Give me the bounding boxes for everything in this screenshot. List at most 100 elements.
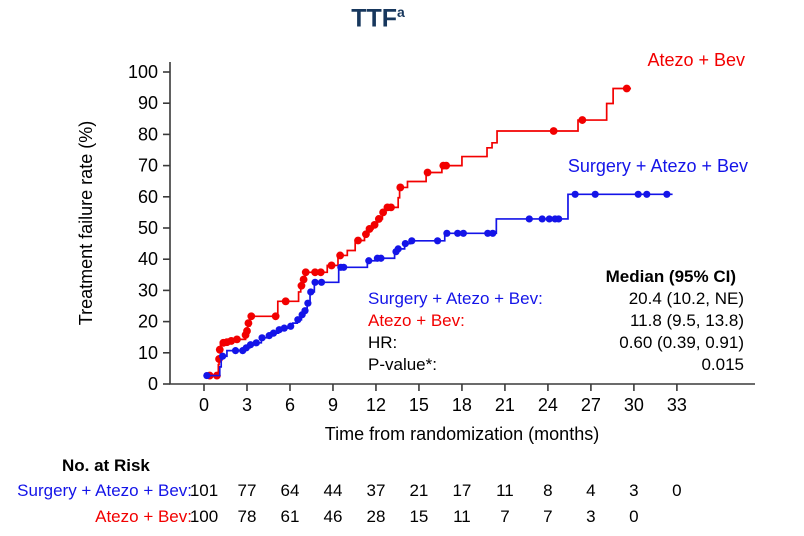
y-axis-title: Treatment failure rate (%) <box>76 121 96 325</box>
y-tick-label: 80 <box>138 124 158 144</box>
censor-dot <box>663 190 671 198</box>
x-tick-label: 24 <box>538 395 558 415</box>
x-axis-title: Time from randomization (months) <box>325 424 599 444</box>
stats-value: 20.4 (10.2, NE) <box>628 289 744 308</box>
x-tick-label: 3 <box>242 395 252 415</box>
censor-dot <box>243 327 251 335</box>
censor-dot <box>311 278 319 286</box>
censor-dot <box>643 190 651 198</box>
risk-count: 28 <box>366 507 386 526</box>
censor-dot <box>489 229 497 237</box>
risk-count: 46 <box>323 507 343 526</box>
x-tick-label: 18 <box>452 395 472 415</box>
censor-dot <box>387 203 395 212</box>
stats-label: Surgery + Atezo + Bev: <box>368 289 543 308</box>
x-tick-label: 0 <box>199 395 209 415</box>
stats-row-pvalue: P-value*: 0.015 <box>368 354 744 376</box>
stats-row-surgery-median: Surgery + Atezo + Bev: 20.4 (10.2, NE) <box>368 288 744 310</box>
stats-label: Atezo + Bev: <box>368 311 465 330</box>
censor-dot <box>442 161 451 170</box>
risk-count: 101 <box>189 481 219 500</box>
risk-count: 100 <box>189 507 219 526</box>
risk-count: 3 <box>629 481 639 500</box>
legend-surgery-atezo-bev: Surgery + Atezo + Bev <box>567 156 748 176</box>
risk-row-label: Surgery + Atezo + Bev: <box>17 481 192 500</box>
stats-value: 0.015 <box>701 355 744 374</box>
censor-dot <box>340 263 348 271</box>
risk-row-label: Atezo + Bev: <box>95 507 192 526</box>
censor-dot <box>271 312 280 321</box>
censor-dot <box>280 324 288 332</box>
censor-dot <box>327 261 336 270</box>
x-tick-label: 9 <box>328 395 338 415</box>
censor-dot <box>294 316 302 324</box>
stats-value: 11.8 (9.5, 13.8) <box>629 311 744 330</box>
y-tick-label: 30 <box>138 280 158 300</box>
risk-count: 7 <box>500 507 510 526</box>
risk-count: 37 <box>366 481 386 500</box>
censor-dot <box>454 229 462 237</box>
censor-dot <box>287 322 295 330</box>
censor-dot <box>401 240 409 248</box>
x-tick-label: 27 <box>581 395 601 415</box>
censor-dot <box>365 257 373 265</box>
risk-count: 0 <box>629 507 639 526</box>
censor-dot <box>215 345 224 354</box>
censor-dot <box>374 215 383 223</box>
legend-atezo-bev: Atezo + Bev <box>647 50 745 70</box>
censor-dot <box>247 312 256 321</box>
censor-dot <box>354 236 362 245</box>
y-tick-label: 20 <box>138 312 158 332</box>
censor-dot <box>299 275 308 284</box>
risk-count: 8 <box>543 481 553 500</box>
censor-dot <box>231 347 240 355</box>
stats-value: 0.60 (0.39, 0.91) <box>619 333 744 352</box>
censor-dot <box>307 288 315 296</box>
censor-dot <box>336 251 345 260</box>
censor-dot <box>316 268 325 277</box>
censor-dot <box>549 127 558 135</box>
censor-dot <box>301 307 309 315</box>
risk-count: 3 <box>586 507 596 526</box>
x-tick-label: 12 <box>366 395 386 415</box>
censor-dot <box>244 319 253 328</box>
stats-header: Median (95% CI) <box>605 267 736 286</box>
stats-label: HR: <box>368 333 398 352</box>
risk-row-surgery-atezo-bev: Surgery + Atezo + Bev: 101 77 64 44 37 21 17 11… <box>0 481 804 501</box>
risk-count: 77 <box>237 481 257 500</box>
x-tick-label: 6 <box>285 395 295 415</box>
y-tick-label: 0 <box>148 374 158 394</box>
censor-dot <box>408 237 416 245</box>
censor-dot <box>258 334 266 342</box>
censor-dot <box>370 220 379 229</box>
y-tick-label: 90 <box>138 93 158 113</box>
censor-dot <box>396 183 405 192</box>
risk-table-title: No. at Risk <box>62 456 150 475</box>
risk-count: 78 <box>237 507 257 526</box>
chart-title-text: TTF <box>351 4 398 33</box>
censor-dot <box>394 245 402 253</box>
chart-title: TTFa <box>0 4 756 33</box>
y-tick-label: 40 <box>138 249 158 269</box>
risk-count: 7 <box>543 507 553 526</box>
censor-dot <box>459 229 467 237</box>
censor-dot <box>571 190 579 198</box>
y-tick-label: 70 <box>138 156 158 176</box>
risk-count: 15 <box>409 507 429 526</box>
censor-dot <box>525 215 533 223</box>
censor-dot <box>203 371 211 380</box>
stats-row-hr: HR: 0.60 (0.39, 0.91) <box>368 332 744 354</box>
stats-row-atezo-median: Atezo + Bev: 11.8 (9.5, 13.8) <box>368 310 744 332</box>
risk-count: 44 <box>323 481 343 500</box>
censor-dot <box>219 352 227 360</box>
risk-count: 21 <box>409 481 429 500</box>
censor-dot <box>246 341 255 349</box>
censor-dot <box>484 229 492 237</box>
risk-count: 0 <box>672 481 682 500</box>
risk-count: 17 <box>452 481 472 500</box>
censor-dot <box>301 268 310 277</box>
risk-row-atezo-bev: Atezo + Bev: 100 78 61 46 28 15 11 7 7 3 0 <box>0 507 804 527</box>
censor-dot <box>377 254 385 262</box>
